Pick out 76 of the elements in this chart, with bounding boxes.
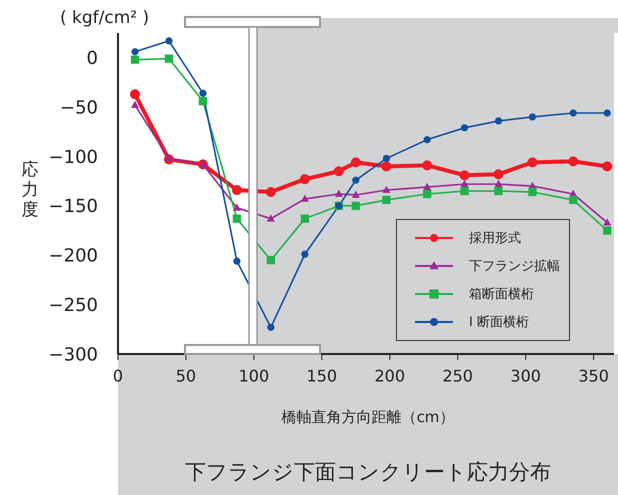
point xyxy=(493,169,504,180)
text: 下フランジ下面コンクリート応力分布 xyxy=(184,459,552,486)
point xyxy=(165,154,173,162)
legend-label: 下フランジ拡幅 xyxy=(469,258,560,275)
point xyxy=(603,226,612,235)
point xyxy=(352,176,360,184)
x-tick-label: 100 xyxy=(238,366,270,386)
point xyxy=(494,117,502,125)
point xyxy=(352,202,360,210)
point xyxy=(602,161,612,172)
point xyxy=(232,214,242,223)
point xyxy=(300,214,309,223)
legend-label: 箱断面横桁 xyxy=(469,286,534,303)
point xyxy=(130,56,140,64)
point xyxy=(266,256,276,264)
point xyxy=(422,160,432,170)
point xyxy=(267,324,274,331)
point xyxy=(199,90,207,97)
point xyxy=(528,113,536,121)
point xyxy=(301,250,308,258)
point xyxy=(424,136,431,144)
point xyxy=(382,186,390,193)
point xyxy=(130,89,140,100)
x-axis-title: 橋軸直角方向距離（cm） xyxy=(280,408,456,427)
point xyxy=(232,204,241,211)
point xyxy=(381,161,392,172)
point xyxy=(423,182,432,190)
point xyxy=(334,166,344,176)
y-tick-label: −200 xyxy=(48,246,98,267)
point xyxy=(266,214,275,222)
point xyxy=(350,157,361,168)
point xyxy=(460,124,468,132)
x-tick-label: 50 xyxy=(176,366,196,386)
x-tick-label: 250 xyxy=(442,366,473,386)
point xyxy=(131,100,139,108)
point xyxy=(382,196,391,204)
point xyxy=(131,48,139,56)
point xyxy=(570,109,577,117)
y-axis-title: 応力度 xyxy=(20,160,40,220)
point xyxy=(300,174,310,184)
point xyxy=(568,156,578,166)
y-tick-label: −100 xyxy=(48,146,98,168)
point xyxy=(460,186,469,196)
point xyxy=(460,170,470,180)
point xyxy=(494,180,502,187)
point xyxy=(198,97,208,106)
point xyxy=(604,109,611,117)
legend-label: I 断面横桁 xyxy=(469,314,529,331)
point xyxy=(494,186,503,196)
point xyxy=(266,187,276,198)
point xyxy=(232,185,242,196)
x-tick-label: 150 xyxy=(306,366,338,386)
y-tick-label: −250 xyxy=(48,295,98,316)
point xyxy=(300,194,309,202)
y-tick-label: −150 xyxy=(48,196,98,218)
point xyxy=(460,180,468,187)
y-tick-label: 0 xyxy=(86,48,98,70)
x-tick-label: 350 xyxy=(578,366,609,386)
point xyxy=(569,196,578,204)
point xyxy=(165,37,173,44)
point xyxy=(164,54,174,63)
point xyxy=(527,157,538,168)
point xyxy=(423,190,432,198)
x-tick-label: 300 xyxy=(510,366,541,386)
point xyxy=(352,190,360,198)
text: ( kgf/cm² ) xyxy=(60,8,150,28)
point xyxy=(334,190,343,197)
point xyxy=(233,258,241,265)
point xyxy=(528,188,537,196)
x-tick-label: 0 xyxy=(112,366,124,386)
point xyxy=(382,154,390,162)
y-tick-label: −50 xyxy=(60,97,98,118)
x-tick-label: 200 xyxy=(374,366,406,386)
point xyxy=(603,218,612,226)
legend-label: 採用形式 xyxy=(469,230,521,247)
y-tick-label: −300 xyxy=(48,344,98,366)
